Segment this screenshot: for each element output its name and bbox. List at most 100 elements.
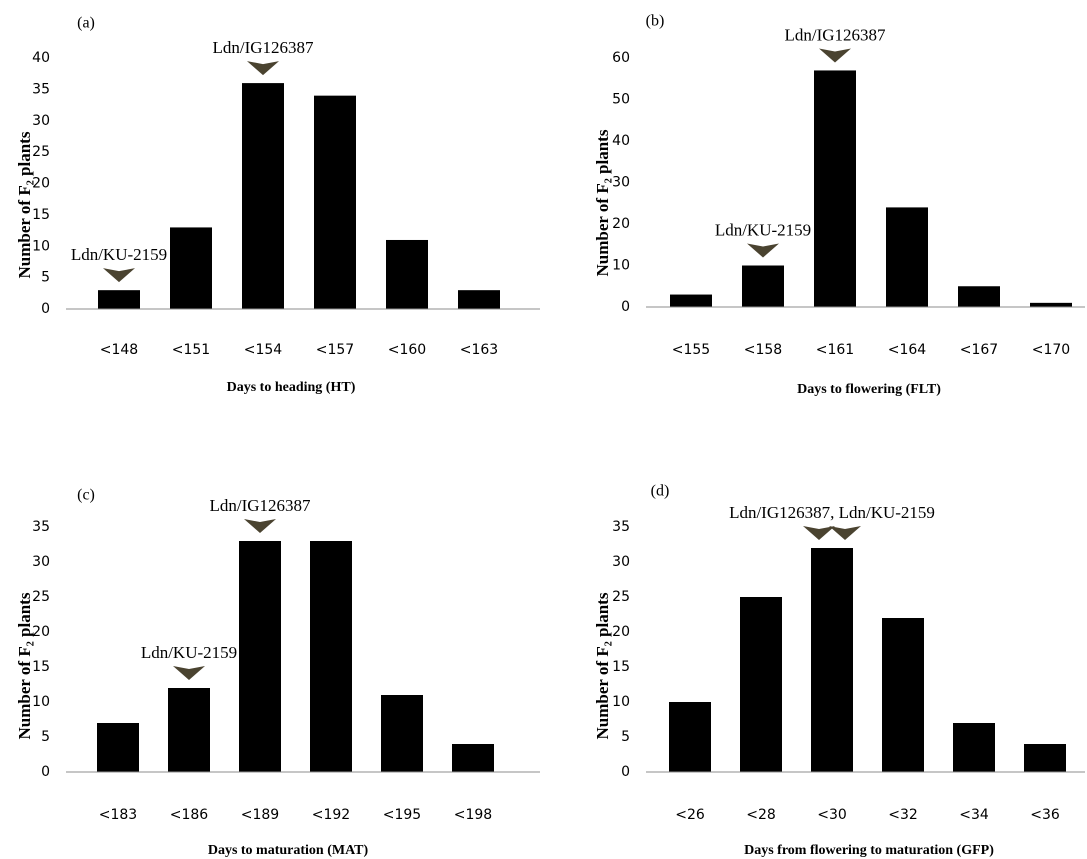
annotation-label: Ldn/KU-2159 [715,220,811,239]
bar-3 [242,83,284,309]
y-axis-label: Number of F₂ plants [15,131,34,278]
y-tick-label: 25 [32,144,50,160]
y-tick-label: 20 [612,216,630,232]
marker-chevron-icon [829,526,861,540]
bar-3 [811,548,853,772]
marker-chevron-icon [747,243,779,258]
y-tick-label: 35 [32,519,50,535]
y-tick-label: 10 [32,238,50,254]
x-axis-label: Days to maturation (MAT) [208,843,369,858]
annotation-label: Ldn/IG126387 [209,496,311,515]
x-tick-label: <32 [888,807,918,823]
x-axis-label: Days from flowering to maturation (GFP) [744,843,994,858]
y-tick-label: 30 [612,175,630,191]
bar-6 [458,290,500,309]
annotation-label: Ldn/KU-2159 [141,643,237,662]
x-tick-label: <163 [460,342,498,358]
x-tick-label: <34 [959,807,989,823]
x-tick-label: <161 [816,342,854,358]
y-tick-label: 20 [612,624,630,640]
x-axis-label: Days to heading (HT) [227,380,356,395]
chart-panel-4: (d) 0 5 10 15 20 25 30 35 <26 <28 <30 <32 <34 <36 Days … [593,483,1085,858]
y-tick-label: 20 [32,624,50,640]
y-tick-label: 0 [621,299,630,315]
x-tick-label: <28 [746,807,776,823]
marker-chevron-icon [803,526,835,540]
y-tick-label: 15 [32,207,50,223]
bar-3 [814,70,856,307]
y-axis-label: Number of F₂ plants [15,592,34,739]
x-tick-label: <151 [172,342,210,358]
y-tick-label: 10 [612,258,630,274]
bar-5 [953,723,995,772]
x-tick-label: <26 [675,807,705,823]
bar-5 [958,286,1000,307]
x-tick-label: <186 [170,807,209,823]
y-tick-label: 20 [32,176,50,192]
marker-chevron-icon [173,666,205,680]
panel-label: (d) [651,483,670,500]
x-axis-label: Days to flowering (FLT) [797,382,941,397]
y-tick-label: 0 [41,764,50,780]
x-tick-label: <183 [99,807,137,823]
y-tick-label: 35 [32,81,50,97]
panel-label: (c) [77,487,95,504]
x-tick-label: <155 [672,342,710,358]
bar-4 [314,95,356,310]
bar-6 [452,744,494,772]
marker-chevron-icon [819,48,851,63]
annotation-label: Ldn/IG126387 [784,25,886,44]
y-axis-label: Number of F₂ plants [593,592,612,739]
panel-label: (b) [646,13,665,30]
bar-2 [740,597,782,772]
y-axis-label: Number of F₂ plants [593,129,612,276]
annotation-label: Ldn/KU-2159 [71,245,167,264]
x-tick-label: <189 [241,807,279,823]
y-tick-label: 30 [32,554,50,570]
bar-5 [381,695,423,772]
annotation-label: Ldn/IG126387, Ldn/KU-2159 [729,503,935,522]
y-tick-label: 0 [621,764,630,780]
y-tick-label: 5 [41,729,50,745]
x-tick-label: <154 [244,342,283,358]
chart-panel-1: (a) 0 5 10 15 20 25 30 35 40 <148 <151 <154 <157 <160 <… [15,15,540,395]
bar-3 [239,541,281,772]
bar-2 [170,227,212,309]
y-tick-label: 5 [621,729,630,745]
y-tick-label: 5 [41,270,50,286]
y-tick-label: 50 [612,92,630,108]
panel-label: (a) [77,15,95,32]
marker-chevron-icon [103,268,135,283]
bar-5 [386,239,428,309]
bar-4 [310,541,352,772]
bar-4 [882,618,924,772]
marker-chevron-icon [244,519,276,533]
y-tick-label: 35 [612,519,630,535]
y-tick-label: 60 [612,50,630,66]
y-tick-label: 40 [32,50,50,66]
y-tick-label: 15 [32,659,50,675]
y-tick-label: 30 [612,554,630,570]
y-tick-label: 25 [612,589,630,605]
y-tick-label: 10 [612,694,630,710]
x-tick-label: <164 [888,342,927,358]
y-tick-label: 30 [32,113,50,129]
x-tick-label: <148 [100,342,138,358]
bar-1 [97,723,139,772]
bar-6 [1024,744,1066,772]
bar-4 [886,207,928,307]
bar-1 [670,294,712,307]
bar-1 [669,702,711,772]
bar-1 [98,290,140,309]
x-tick-label: <195 [383,807,421,823]
y-tick-label: 15 [612,659,630,675]
x-tick-label: <167 [960,342,998,358]
x-tick-label: <158 [744,342,782,358]
x-tick-label: <36 [1030,807,1060,823]
chart-panel-2: (b) 0 10 20 30 40 50 60 <155 <158 <161 <164 <167 <170… [593,13,1085,397]
bar-2 [168,688,210,772]
x-tick-label: <160 [388,342,426,358]
x-tick-label: <30 [817,807,847,823]
marker-chevron-icon [247,61,279,76]
